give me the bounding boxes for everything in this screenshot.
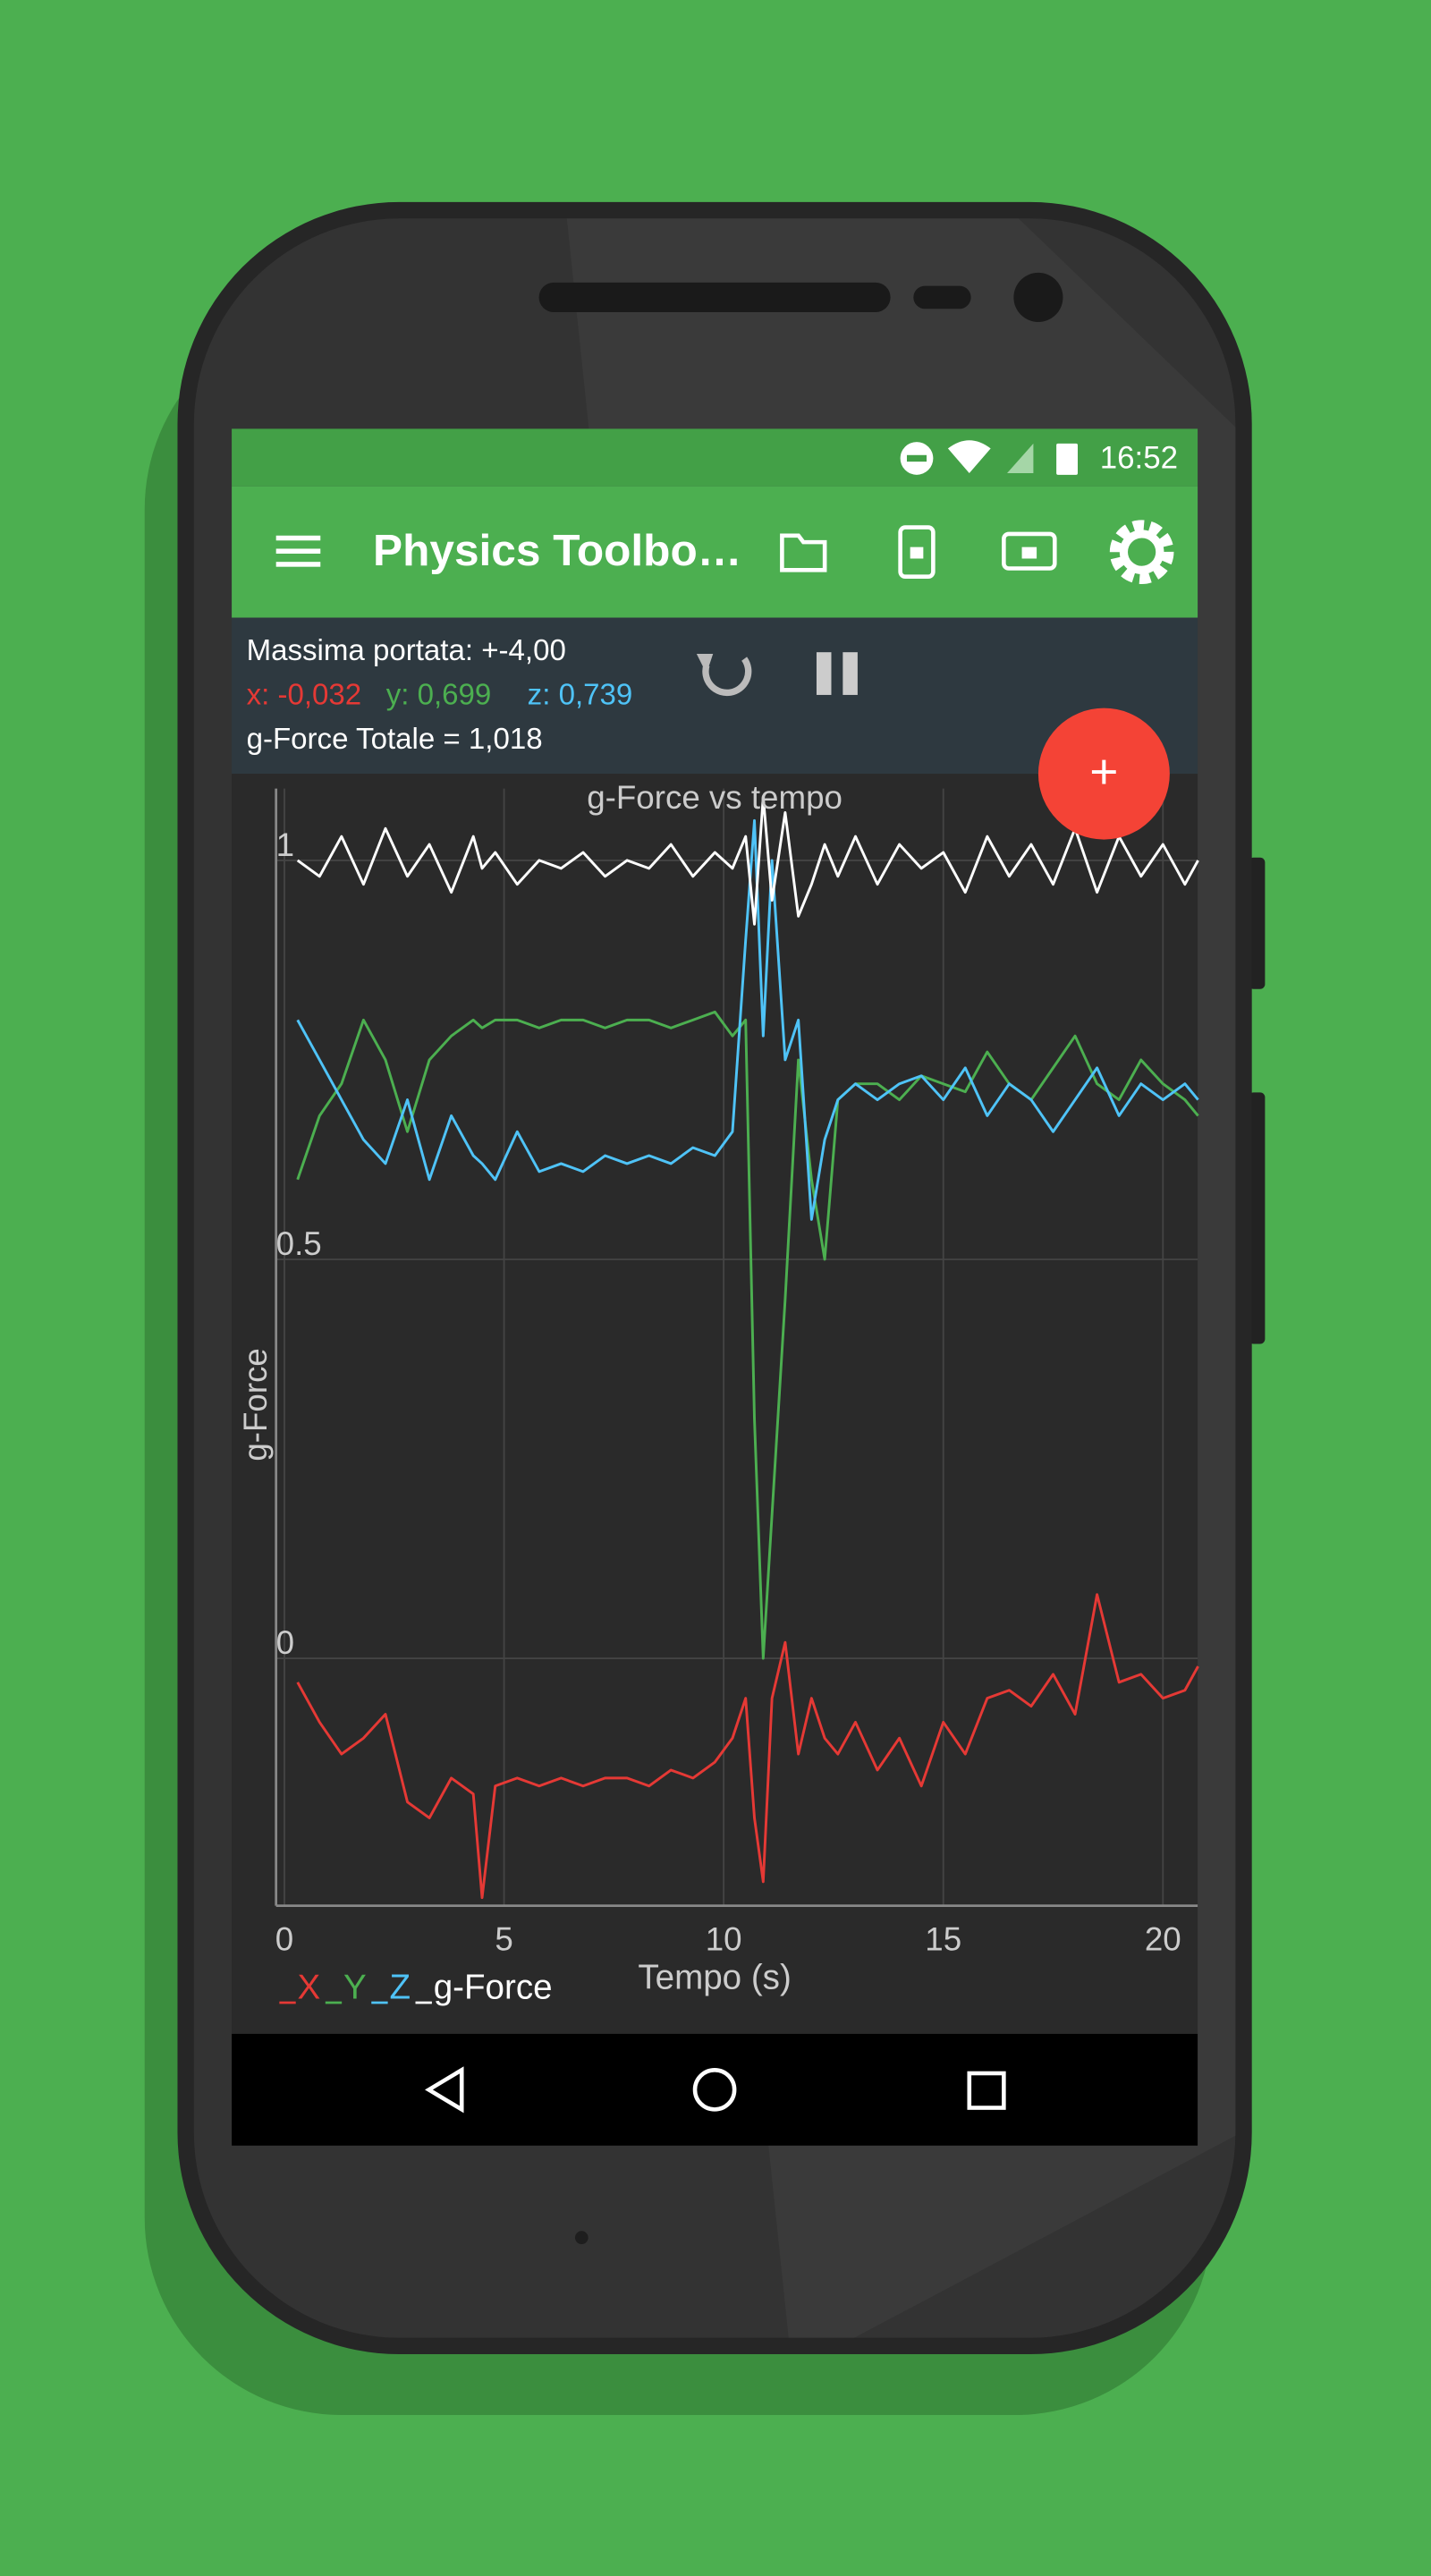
y-tick-label: 0	[276, 1624, 294, 1661]
portrait-icon[interactable]	[898, 525, 936, 579]
settings-icon-ring	[1119, 530, 1164, 574]
y-reading: y: 0,699	[386, 679, 492, 712]
landscape-lock	[1021, 547, 1037, 559]
menu-line	[275, 562, 321, 567]
menu-line	[275, 548, 321, 554]
signal-icon	[1007, 443, 1034, 473]
chart-area	[232, 774, 1198, 2034]
legend-label: Y	[343, 1968, 367, 2006]
z-reading: z: 0,739	[528, 679, 633, 712]
portrait-lock	[910, 547, 924, 559]
x-tick-label: 5	[495, 1921, 512, 1958]
settings-icon[interactable]	[1109, 520, 1174, 584]
nav-home[interactable]	[692, 2067, 737, 2112]
side-button	[1249, 857, 1266, 989]
x-tick-label: 0	[275, 1921, 293, 1958]
nav-bar	[232, 2033, 1198, 2146]
folder-icon[interactable]	[780, 533, 827, 572]
total-reading: g-Force Totale = 1,018	[247, 723, 543, 756]
x-tick-label: 15	[925, 1921, 961, 1958]
menu-icon[interactable]	[275, 535, 321, 567]
fab-label: +	[1089, 744, 1118, 800]
fab[interactable]	[1037, 708, 1170, 840]
landscape-icon[interactable]	[1002, 531, 1057, 571]
chart-title: g-Force vs tempo	[587, 779, 843, 816]
wifi-icon	[947, 440, 991, 473]
chart: 0 5 10 15 20 0 0.5 1 g-Force vs tempo Tempo (s) g-…	[237, 779, 1199, 2006]
pause-bar[interactable]	[843, 652, 858, 695]
y-axis-label: g-Force	[237, 1348, 274, 1462]
x-reading: x: -0,032	[247, 679, 362, 712]
y-tick-label: 0.5	[276, 1225, 322, 1262]
sensor	[913, 285, 971, 309]
nav-recents[interactable]	[967, 2071, 1006, 2110]
menu-line	[275, 535, 321, 541]
legend-label: g-Force	[434, 1968, 553, 2006]
series-line	[296, 1593, 1199, 1900]
nav-back[interactable]	[425, 2066, 464, 2114]
camera	[1013, 272, 1063, 322]
pause-bar[interactable]	[816, 652, 832, 695]
microphone	[574, 2231, 588, 2244]
side-button	[1249, 1092, 1266, 1344]
x-tick-label: 20	[1145, 1921, 1181, 1958]
dnd-icon-bar	[906, 454, 927, 462]
info-panel	[232, 617, 1198, 775]
legend-label: Z	[389, 1968, 411, 2006]
reset-arrow	[696, 654, 714, 674]
speaker	[538, 282, 891, 312]
series-line	[296, 1010, 1199, 1660]
status-time: 16:52	[1100, 441, 1178, 476]
battery-icon	[1056, 443, 1078, 475]
series-line	[296, 795, 1199, 926]
x-tick-label: 10	[706, 1921, 742, 1958]
legend-label: X	[298, 1968, 321, 2006]
status-bar	[232, 428, 1198, 487]
x-axis-label: Tempo (s)	[638, 1958, 791, 1996]
y-tick-label: 1	[276, 826, 294, 863]
app-title: Physics Toolbo…	[373, 525, 741, 575]
series-line	[296, 818, 1199, 1221]
reset-icon[interactable]	[702, 657, 752, 697]
range-text: Massima portata: +-4,00	[247, 634, 566, 667]
